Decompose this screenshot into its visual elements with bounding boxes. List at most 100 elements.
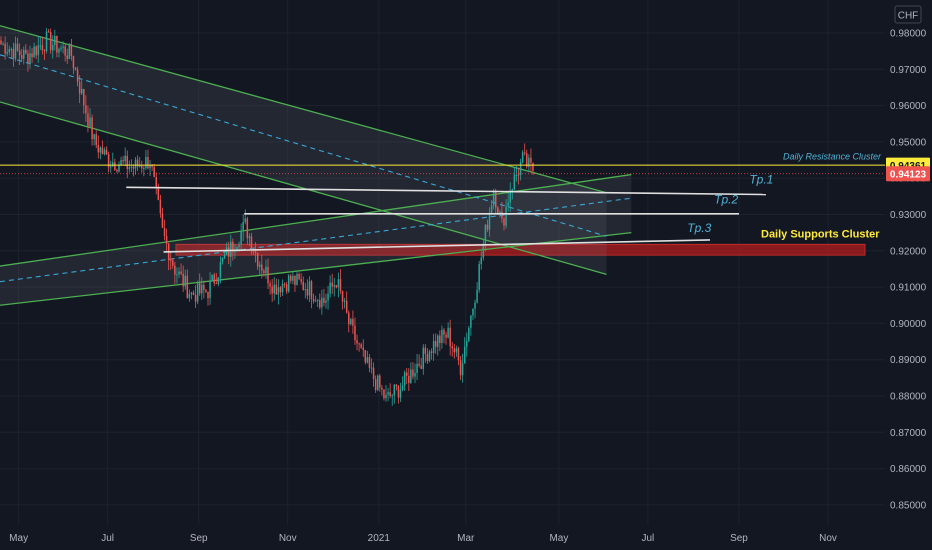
candle-body — [153, 166, 155, 178]
candle-body — [124, 155, 126, 162]
candle-body — [112, 162, 114, 167]
candle-body — [505, 206, 507, 226]
candle-body — [232, 241, 234, 252]
candles — [0, 27, 534, 406]
candle-body — [517, 174, 520, 176]
candle-body — [412, 369, 414, 377]
channel-line — [0, 232, 632, 306]
candle-body — [478, 264, 480, 290]
y-tick-label: 0.95000 — [890, 137, 927, 148]
candle-body — [23, 49, 25, 59]
candle-body — [275, 284, 278, 295]
candle-body — [12, 49, 15, 59]
y-tick-label: 0.91000 — [890, 283, 927, 294]
channel-line — [0, 173, 632, 267]
candle-body — [323, 297, 325, 303]
candle-body — [267, 266, 269, 284]
candle-body — [74, 68, 77, 70]
candle-body — [265, 266, 267, 274]
candle-body — [273, 284, 275, 294]
x-tick-label: Jul — [101, 533, 114, 544]
candle-body — [507, 202, 509, 207]
candle-body — [484, 224, 487, 244]
candle-body — [8, 49, 11, 53]
candle-body — [134, 159, 137, 169]
candle-body — [376, 375, 379, 390]
candle-body — [308, 281, 311, 296]
x-tick-label: Nov — [819, 533, 837, 544]
candle-body — [395, 384, 398, 387]
candle-body — [393, 384, 396, 396]
candle-body — [176, 274, 178, 276]
candle-body — [441, 329, 443, 344]
candle-body — [501, 211, 503, 219]
candle-body — [461, 363, 464, 376]
candle-body — [145, 157, 147, 169]
candle-body — [240, 231, 242, 245]
candle-body — [379, 375, 381, 388]
candle-body — [362, 347, 364, 351]
candle-body — [337, 279, 340, 288]
candle-body — [85, 105, 87, 114]
candle-body — [439, 335, 441, 344]
candle-body — [25, 49, 27, 54]
candle-body — [287, 275, 290, 292]
candle-body — [290, 275, 292, 281]
candle-body — [107, 154, 110, 168]
candle-body — [118, 164, 120, 172]
candle-body — [41, 45, 44, 50]
candle-body — [304, 288, 307, 290]
candle-body — [184, 275, 186, 287]
candle-body — [155, 177, 157, 187]
candle-body — [453, 348, 456, 353]
candle-body — [490, 205, 493, 213]
candle-body — [277, 287, 280, 295]
daily-supports-label: Daily Supports Cluster — [761, 228, 880, 240]
candle-body — [335, 285, 338, 288]
candle-body — [281, 283, 284, 293]
candle-body — [470, 315, 472, 328]
x-tick-label: Sep — [190, 533, 208, 544]
candle-body — [35, 46, 37, 56]
candle-body — [523, 152, 526, 154]
grid — [0, 0, 885, 525]
candle-body — [263, 270, 265, 274]
candle-body — [352, 319, 354, 326]
candle-body — [31, 53, 33, 57]
candle-body — [169, 260, 172, 262]
candle-body — [443, 329, 445, 335]
candle-body — [300, 279, 302, 282]
candle-body — [103, 149, 106, 155]
y-tick-label: 0.86000 — [890, 464, 927, 475]
candle-body — [215, 283, 218, 285]
candle-body — [248, 236, 251, 238]
candle-body — [109, 166, 112, 168]
candle-body — [78, 81, 81, 94]
candle-body — [174, 265, 176, 275]
candle-body — [370, 367, 373, 369]
price-levels — [0, 164, 885, 175]
candle-body — [238, 244, 240, 247]
target-label: Tp.3 — [687, 221, 711, 235]
candle-body — [310, 281, 313, 300]
candle-body — [360, 344, 362, 348]
candle-body — [207, 291, 209, 299]
x-tick-label: Nov — [279, 533, 297, 544]
candle-body — [180, 271, 182, 274]
candle-body — [64, 46, 66, 56]
candle-body — [532, 162, 534, 171]
candle-body — [521, 152, 524, 163]
target-label: Tp.2 — [714, 193, 738, 207]
candle-body — [236, 246, 238, 251]
channel-midline — [0, 197, 632, 283]
candle-body — [364, 350, 367, 363]
candle-body — [198, 283, 201, 294]
candle-body — [49, 32, 52, 51]
candle-body — [138, 165, 141, 167]
candle-body — [2, 43, 4, 45]
candle-body — [366, 357, 369, 363]
currency-button[interactable]: CHF — [894, 5, 922, 24]
candle-body — [20, 55, 23, 59]
candle-body — [503, 218, 505, 226]
